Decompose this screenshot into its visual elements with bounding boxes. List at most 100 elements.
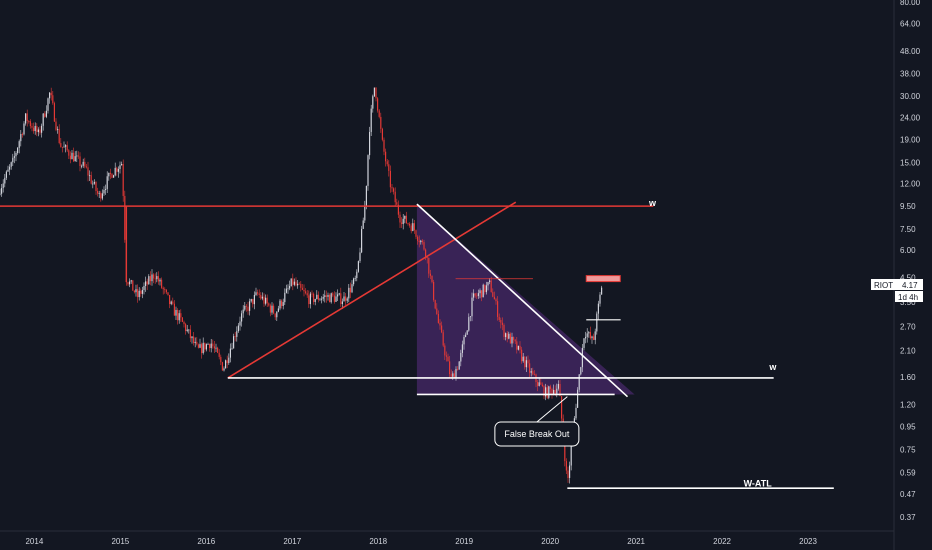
candle-body bbox=[239, 321, 241, 326]
candle-body bbox=[586, 333, 588, 337]
candle-body bbox=[567, 470, 569, 478]
candle-body bbox=[357, 261, 359, 272]
candle-body bbox=[313, 293, 315, 302]
candle-body bbox=[9, 166, 11, 170]
candle-body bbox=[116, 167, 118, 172]
candle-body bbox=[394, 191, 396, 203]
candle-body bbox=[490, 280, 492, 293]
candle-body bbox=[170, 301, 172, 305]
annotations: w w W-ATL False Break Out bbox=[494, 198, 777, 488]
candle-body bbox=[401, 222, 403, 224]
candle-body bbox=[42, 113, 44, 126]
candle-body bbox=[517, 345, 519, 350]
candle-body bbox=[505, 333, 507, 337]
candle-body bbox=[13, 156, 15, 158]
candle-body bbox=[593, 336, 595, 340]
candle-body bbox=[404, 215, 406, 219]
candle-body bbox=[106, 176, 108, 189]
candle-body bbox=[445, 355, 447, 357]
candle-body bbox=[31, 126, 33, 128]
candle-body bbox=[538, 382, 540, 386]
candle-body bbox=[351, 284, 353, 293]
candle-body bbox=[485, 285, 487, 293]
candle-body bbox=[164, 289, 166, 291]
candle-body bbox=[223, 368, 225, 371]
triangle-pattern-fill bbox=[416, 204, 635, 395]
candle-body bbox=[303, 289, 305, 292]
candle-body bbox=[353, 278, 355, 285]
time-axis[interactable]: 2014 2015 2016 2017 2018 2019 2020 2021 2022 2023 bbox=[25, 537, 817, 546]
candle-body bbox=[5, 171, 7, 178]
x-tick-label: 2019 bbox=[455, 537, 473, 546]
candle-body bbox=[340, 293, 342, 305]
candle-body bbox=[77, 155, 79, 157]
x-tick-label: 2015 bbox=[111, 537, 129, 546]
candle-body bbox=[532, 371, 534, 375]
candle-body bbox=[541, 384, 543, 387]
candle-body bbox=[127, 282, 129, 285]
candle-body bbox=[258, 293, 260, 295]
callout-text: False Break Out bbox=[504, 429, 570, 439]
trend-lines[interactable] bbox=[0, 201, 834, 489]
candle-body bbox=[41, 125, 43, 133]
candle-body bbox=[58, 129, 60, 144]
candle-body bbox=[186, 329, 188, 332]
candle-body bbox=[481, 290, 483, 298]
candle-body bbox=[113, 175, 115, 178]
candle-body bbox=[577, 389, 579, 408]
y-tick-label: 0.59 bbox=[900, 468, 916, 477]
x-tick-label: 2020 bbox=[541, 537, 559, 546]
candle-body bbox=[95, 182, 97, 192]
candle-body bbox=[482, 284, 484, 298]
candle-body bbox=[61, 146, 63, 148]
candle-body bbox=[383, 139, 385, 152]
candle-body bbox=[76, 155, 78, 157]
interval-tag-box bbox=[895, 291, 923, 302]
candle-body bbox=[117, 168, 119, 172]
candle-body bbox=[241, 313, 243, 322]
candle-body bbox=[292, 278, 294, 285]
candle-body bbox=[237, 325, 239, 332]
candle-body bbox=[569, 465, 571, 478]
candle-body bbox=[511, 336, 513, 344]
candle-body bbox=[388, 164, 390, 171]
candle-body bbox=[364, 205, 366, 221]
candle-body bbox=[159, 279, 161, 282]
candle-body bbox=[442, 332, 444, 346]
candle-body bbox=[37, 129, 39, 133]
candle-body bbox=[122, 164, 124, 196]
candle-body bbox=[140, 290, 142, 294]
candle-body bbox=[405, 215, 407, 224]
candle-body bbox=[393, 188, 395, 192]
candle-body bbox=[119, 165, 121, 169]
candle-body bbox=[484, 284, 486, 293]
price-axis[interactable]: 80.00 64.00 48.00 38.00 30.00 24.00 19.00 15.00… bbox=[900, 0, 921, 522]
candle-body bbox=[63, 146, 65, 148]
candle-body bbox=[205, 344, 207, 350]
candle-body bbox=[341, 301, 343, 305]
candle-body bbox=[458, 361, 460, 370]
candle-body bbox=[100, 192, 102, 199]
candle-body bbox=[39, 129, 41, 133]
candle-body bbox=[82, 161, 84, 166]
trend-line[interactable] bbox=[227, 201, 517, 379]
candle-body bbox=[84, 161, 86, 167]
candle-body bbox=[426, 256, 428, 258]
candle-body bbox=[172, 301, 174, 304]
candle-body bbox=[546, 387, 548, 398]
candle-body bbox=[530, 371, 532, 373]
trend-line[interactable] bbox=[416, 203, 629, 398]
candle-body bbox=[141, 290, 143, 294]
candle-body bbox=[90, 175, 92, 184]
candle-body bbox=[420, 240, 422, 243]
candle-body bbox=[450, 374, 452, 377]
candle-body bbox=[266, 297, 268, 304]
x-tick-label: 2021 bbox=[627, 537, 645, 546]
candle-body bbox=[402, 218, 404, 224]
candle-body bbox=[60, 143, 62, 147]
candle-body bbox=[460, 352, 462, 362]
candle-body bbox=[588, 332, 590, 334]
candle-body bbox=[157, 276, 159, 282]
candle-body bbox=[274, 313, 276, 318]
